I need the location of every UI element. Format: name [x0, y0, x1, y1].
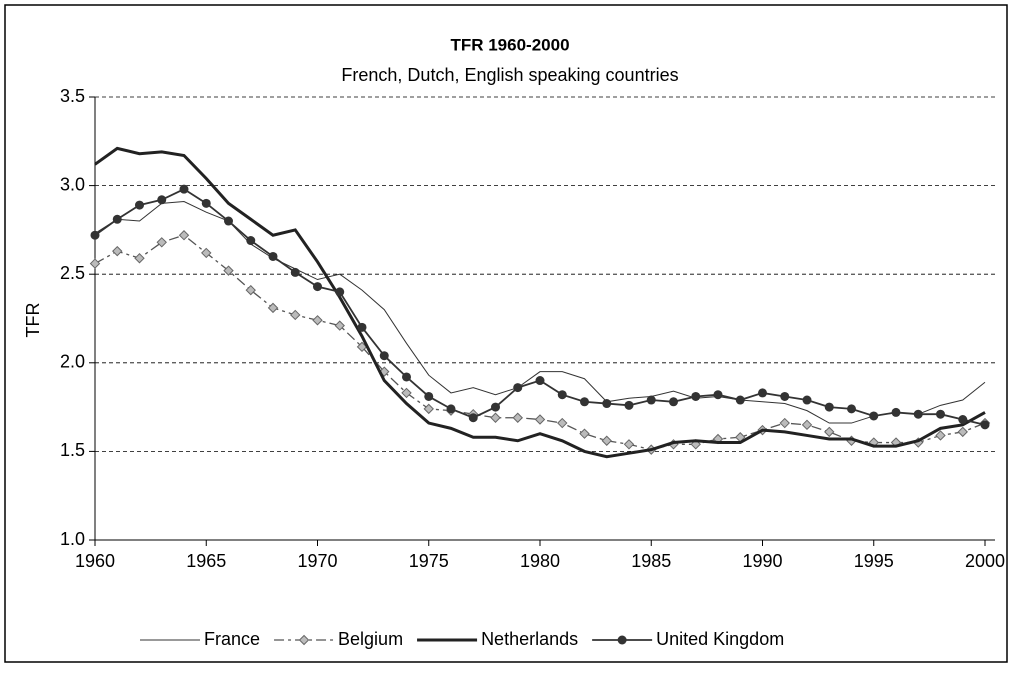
point	[624, 400, 634, 410]
point	[401, 387, 412, 399]
point	[424, 391, 434, 401]
point	[334, 320, 345, 331]
point	[223, 265, 234, 276]
point	[713, 390, 723, 400]
point	[402, 372, 411, 382]
point	[801, 419, 813, 431]
point	[290, 309, 301, 321]
point	[246, 236, 256, 246]
x-tick-label: 1995	[854, 551, 894, 571]
point	[135, 200, 144, 210]
legend-label: Netherlands	[481, 629, 578, 649]
point	[134, 253, 145, 264]
point	[89, 258, 101, 269]
point	[357, 322, 367, 332]
point	[869, 411, 879, 421]
point	[535, 376, 545, 386]
legend-label: France	[204, 629, 260, 649]
series-line	[94, 234, 986, 451]
point	[601, 435, 612, 446]
point	[201, 198, 211, 208]
x-tick-label: 1985	[631, 551, 671, 571]
y-tick-label: 1.0	[60, 529, 85, 549]
point	[913, 409, 923, 419]
chart-subtitle: French, Dutch, English speaking countrie…	[341, 65, 678, 85]
point	[491, 402, 500, 412]
point	[379, 351, 389, 361]
point	[490, 412, 501, 423]
point	[313, 282, 322, 292]
y-axis-label: TFR	[23, 303, 43, 338]
point	[178, 230, 190, 241]
point	[579, 428, 590, 439]
x-tick-label: 2000	[965, 551, 1005, 571]
point	[669, 397, 678, 407]
point	[936, 409, 945, 419]
point	[157, 195, 167, 205]
chart-title: TFR 1960-2000	[450, 35, 569, 54]
point	[267, 302, 279, 314]
point	[824, 402, 834, 412]
point	[268, 251, 278, 261]
point	[446, 404, 456, 414]
point	[557, 390, 567, 400]
y-tick-label: 2.5	[60, 263, 85, 283]
point	[580, 397, 589, 407]
point	[623, 439, 635, 450]
point	[224, 216, 233, 226]
point	[423, 403, 434, 415]
x-tick-label: 1965	[186, 551, 226, 571]
point	[201, 247, 212, 259]
y-tick-label: 3.0	[60, 174, 85, 194]
point	[617, 635, 627, 645]
point	[935, 430, 946, 441]
point	[90, 230, 100, 240]
point	[735, 395, 745, 405]
point	[802, 395, 812, 405]
point	[957, 426, 968, 438]
point	[298, 634, 310, 646]
point	[534, 414, 546, 425]
point	[758, 388, 767, 398]
chart-frame	[4, 4, 1008, 663]
point	[335, 287, 345, 297]
point	[557, 417, 568, 429]
point	[112, 214, 122, 224]
point	[112, 245, 123, 257]
point	[602, 399, 612, 409]
point	[824, 426, 835, 438]
x-tick-label: 1975	[409, 551, 449, 571]
point	[468, 413, 478, 423]
point	[891, 407, 901, 417]
y-tick-label: 1.5	[60, 440, 85, 460]
y-tick-label: 3.5	[60, 86, 85, 106]
point	[980, 420, 990, 430]
x-tick-label: 1970	[297, 551, 337, 571]
point	[646, 395, 656, 405]
point	[245, 284, 256, 296]
point	[513, 383, 523, 393]
series-line	[94, 201, 986, 424]
y-tick-label: 2.0	[60, 352, 85, 372]
x-tick-label: 1990	[742, 551, 782, 571]
point	[156, 237, 167, 248]
point	[691, 391, 701, 401]
point	[179, 184, 189, 194]
x-tick-label: 1980	[520, 551, 560, 571]
point	[780, 391, 790, 401]
point	[312, 315, 323, 326]
point	[847, 404, 856, 414]
point	[290, 267, 300, 277]
x-tick-label: 1960	[75, 551, 115, 571]
point	[958, 415, 968, 425]
legend-label: Belgium	[338, 629, 403, 649]
series-line	[94, 146, 986, 459]
legend-label: United Kingdom	[656, 629, 784, 649]
point	[779, 417, 790, 429]
point	[512, 412, 523, 423]
